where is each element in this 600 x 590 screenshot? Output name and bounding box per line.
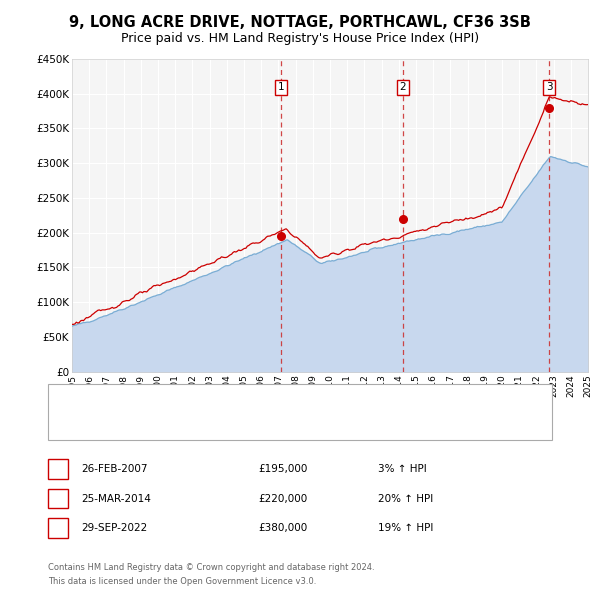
- Text: £380,000: £380,000: [258, 523, 307, 533]
- Text: 1: 1: [278, 82, 284, 92]
- Text: Price paid vs. HM Land Registry's House Price Index (HPI): Price paid vs. HM Land Registry's House …: [121, 32, 479, 45]
- Text: 1: 1: [55, 464, 61, 474]
- Text: £220,000: £220,000: [258, 494, 307, 503]
- Text: £195,000: £195,000: [258, 464, 307, 474]
- Text: 29-SEP-2022: 29-SEP-2022: [81, 523, 147, 533]
- Text: 9, LONG ACRE DRIVE, NOTTAGE, PORTHCAWL, CF36 3SB: 9, LONG ACRE DRIVE, NOTTAGE, PORTHCAWL, …: [69, 15, 531, 30]
- Text: HPI: Average price, detached house, Bridgend: HPI: Average price, detached house, Brid…: [93, 419, 323, 429]
- Text: 20% ↑ HPI: 20% ↑ HPI: [378, 494, 433, 503]
- Text: 26-FEB-2007: 26-FEB-2007: [81, 464, 148, 474]
- Text: 2: 2: [400, 82, 406, 92]
- Text: This data is licensed under the Open Government Licence v3.0.: This data is licensed under the Open Gov…: [48, 577, 316, 586]
- Text: 9, LONG ACRE DRIVE, NOTTAGE, PORTHCAWL, CF36 3SB (detached house): 9, LONG ACRE DRIVE, NOTTAGE, PORTHCAWL, …: [93, 395, 464, 405]
- Text: 19% ↑ HPI: 19% ↑ HPI: [378, 523, 433, 533]
- Text: 25-MAR-2014: 25-MAR-2014: [81, 494, 151, 503]
- Text: 3% ↑ HPI: 3% ↑ HPI: [378, 464, 427, 474]
- Text: 3: 3: [55, 523, 61, 533]
- Text: 2: 2: [55, 494, 61, 503]
- Text: Contains HM Land Registry data © Crown copyright and database right 2024.: Contains HM Land Registry data © Crown c…: [48, 563, 374, 572]
- Text: 3: 3: [546, 82, 553, 92]
